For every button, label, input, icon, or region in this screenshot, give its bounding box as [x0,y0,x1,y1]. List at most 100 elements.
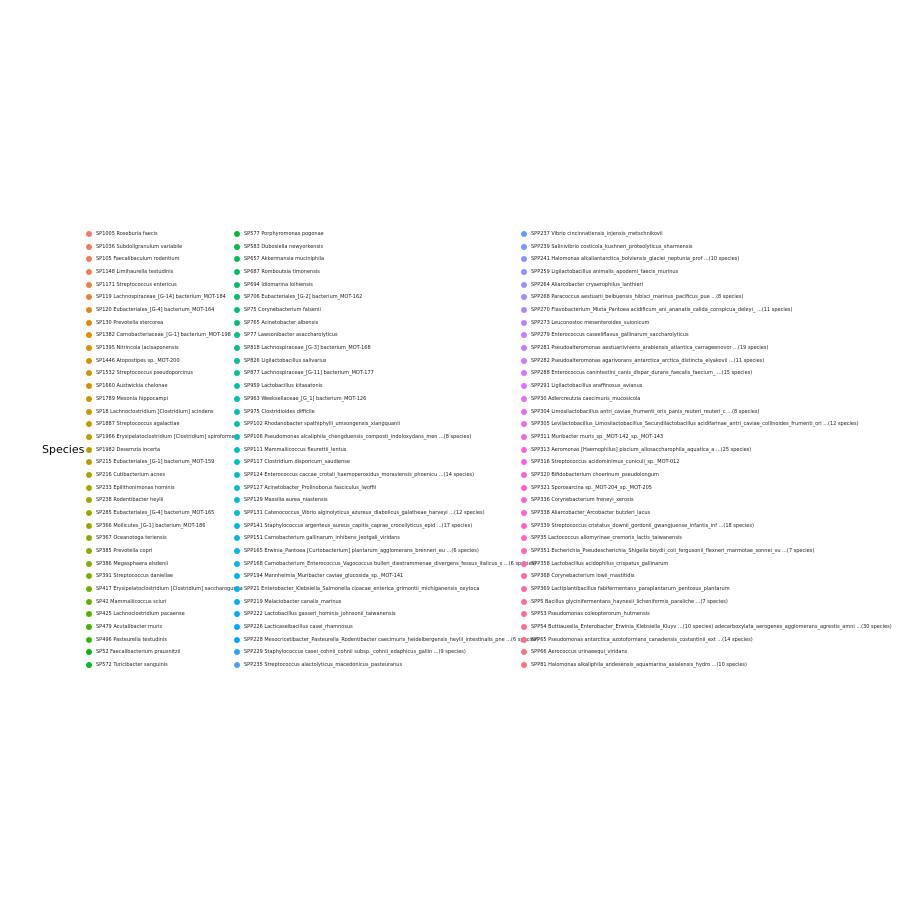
legend-label: SPP141 Staphylococcus argenteus_aureus_c… [244,522,473,529]
legend-label: SPP102 Rhodanobacter spathiphylli_umsong… [244,421,401,428]
legend-key-point [234,395,240,402]
legend-label: SPP369 Lactiplantibacillus fabifermentan… [531,586,730,593]
legend-label: SPP259 Ligilactobacillus animalis_apodem… [531,269,679,276]
legend-label: SP425 Lachnoclostridium pacaense [96,611,185,618]
legend-key-point [86,509,92,516]
legend-key-point [521,231,527,237]
legend-key-point [234,560,240,567]
legend-key-point [234,624,240,631]
legend-key-point [234,281,240,288]
legend-key-point [234,294,240,301]
legend-key-point [234,421,240,428]
legend-label: SP105 Faecalibaculum rodentium [96,256,180,263]
legend-label: SPP311 Muribacter muris_sp._MOT-142_sp._… [531,433,664,440]
legend-label: SPP151 Carnobacterium gallinarum_inhiben… [244,535,400,542]
legend-key-point [86,484,92,491]
legend-key-point [521,636,527,643]
legend-key-point [86,269,92,276]
legend-label: SP385 Prevotella copri [96,548,153,554]
legend-key-point [234,231,240,237]
legend-label: SPP282 Pseudoalteromonas agarivorans_ant… [531,357,765,364]
legend-label: SP130 Prevotella stercorea [96,319,164,326]
legend-label: SP496 Pasteurella testudinis [96,636,167,643]
legend-label: SPP304 Limosilactobacillus antri_caviae_… [531,408,760,415]
legend-key-point [86,611,92,618]
legend-key-point [234,307,240,314]
legend-key-point [86,662,92,669]
legend-key-point [86,256,92,263]
legend-key-point [86,522,92,529]
legend-label: SPP358 Lactobacillus acidophilus_crispat… [531,560,669,567]
legend-label: SP826 Ligilactobacillus salivarius [244,357,327,364]
legend-label: SP1148 Limihaurella testudinis [96,269,174,276]
legend-key-point [86,395,92,402]
legend-key-point [234,383,240,390]
legend-key-point [234,471,240,478]
legend-key-point [86,307,92,314]
legend-key-point [521,357,527,364]
legend-label: SPP268 Paracoccus aestuarii_beibuensis_h… [531,294,744,301]
legend-key-point [521,484,527,491]
legend-label: SPP338 Aliarcobacter_Arcobacter butzleri… [531,509,651,516]
legend-key-point [521,624,527,631]
legend-label: SPP239 Salinivibrio costicola_kushneri_p… [531,243,693,250]
legend-key-point [86,243,92,250]
legend-label: SP1789 Mesonia hippocampi [96,395,168,402]
legend-label: SP238 Rodentibacter heylii [96,497,164,504]
legend-key-point [86,598,92,605]
legend-label: SPP5 Bacillus glycinifermentans_haynesii… [531,598,728,605]
legend-key-point [521,243,527,250]
legend-label: SP417 Erysipelatoclostridium [Clostridiu… [96,586,243,593]
legend-label: SPP320 Bifidobacterium choerinum_pseudol… [531,471,659,478]
legend-label: SP285 Eubacteriales_[G-4] bacterium_MOT-… [96,509,215,516]
legend-key-point [86,548,92,554]
legend-label: SPP81 Halomonas alkaliphila_andesensis_a… [531,662,747,669]
legend-label: SP1887 Streptococcus agalactiae [96,421,180,428]
legend-key-point [86,231,92,237]
legend-key-point [521,611,527,618]
legend-label: SP18 Lachnoclostridium [Clostridium] sci… [96,408,214,415]
legend-key-point [234,459,240,466]
legend-label: SPP222 Lactobacillus gasseri_hominis_joh… [244,611,396,618]
legend-key-point [234,408,240,415]
legend-label: SP1395 Nitrincola lacisaponensis [96,345,179,352]
legend-label: SPP273 Leuconostoc mesenteroides_suionic… [531,319,650,326]
legend-key-point [234,548,240,554]
legend-label: SP1660 Austwickia chelonae [96,383,168,390]
legend-key-point [521,522,527,529]
legend-label: SPP368 Corynebacterium lowii_mastitidis [531,573,635,580]
legend-key-point [86,497,92,504]
legend-key-point [234,446,240,453]
legend-label: SPP65 Pseudomonas antarctica_azotoforman… [531,636,753,643]
legend-key-point [234,345,240,352]
legend-key-point [86,649,92,656]
legend-label: SPP111 Mammaliicoccus fleurettii_lentus [244,446,347,453]
legend-label: SP765 Acinetobacter albensis [244,319,319,326]
legend-label: SP120 Eubacteriales_[G-4] bacterium_MOT-… [96,307,215,314]
legend-label: SPP229 Staphylococcus casei_cohnii_cohni… [244,649,466,656]
legend-key-point [521,598,527,605]
legend-label: SP1966 Erysipelatoclostridium [Clostridi… [96,433,235,440]
legend-label: SPP305 Levilactobacillus_Limosilactobaci… [531,421,859,428]
legend-key-point [234,522,240,529]
legend-label: SP119 Lachnospiraceae_[G-14] bacterium_M… [96,294,226,301]
legend-key-point [86,421,92,428]
legend-label: SP577 Porphyromonas pogonae [244,231,324,237]
legend-label: SPP117 Clostridium disporicum_saudiense [244,459,350,466]
legend-label: SPP291 Ligilactobacillus araffinosus_avi… [531,383,643,390]
legend-key-point [86,332,92,339]
legend-label: SP657 Akkermansia muciniphila [244,256,325,263]
legend-key-point [86,370,92,377]
legend-key-point [234,484,240,491]
legend-key-point [521,649,527,656]
legend-key-point [234,509,240,516]
legend-label: SP52 Faecalibacterium prausnitzii [96,649,181,656]
legend-label: SP77 Lawsonibacter asaccharolyticus [244,332,338,339]
legend-key-point [521,586,527,593]
legend-label: SPP124 Enterococcus caccae_crotali_haemo… [244,471,475,478]
legend-label: SP963 Weeksellaceae_[G_1] bacterium_MOT-… [244,395,367,402]
legend-label: SPP168 Carnobacterium_Enterococcus_Vagoc… [244,560,537,567]
legend-label: SPP30 Adlercreutzia caecimuris_mucosicol… [531,395,641,402]
legend-label: SPP131 Catenococcus_Vibrio alginolyticus… [244,509,485,516]
legend-label: SPP53 Pseudomonas coleopterorum_hutmensi… [531,611,650,618]
